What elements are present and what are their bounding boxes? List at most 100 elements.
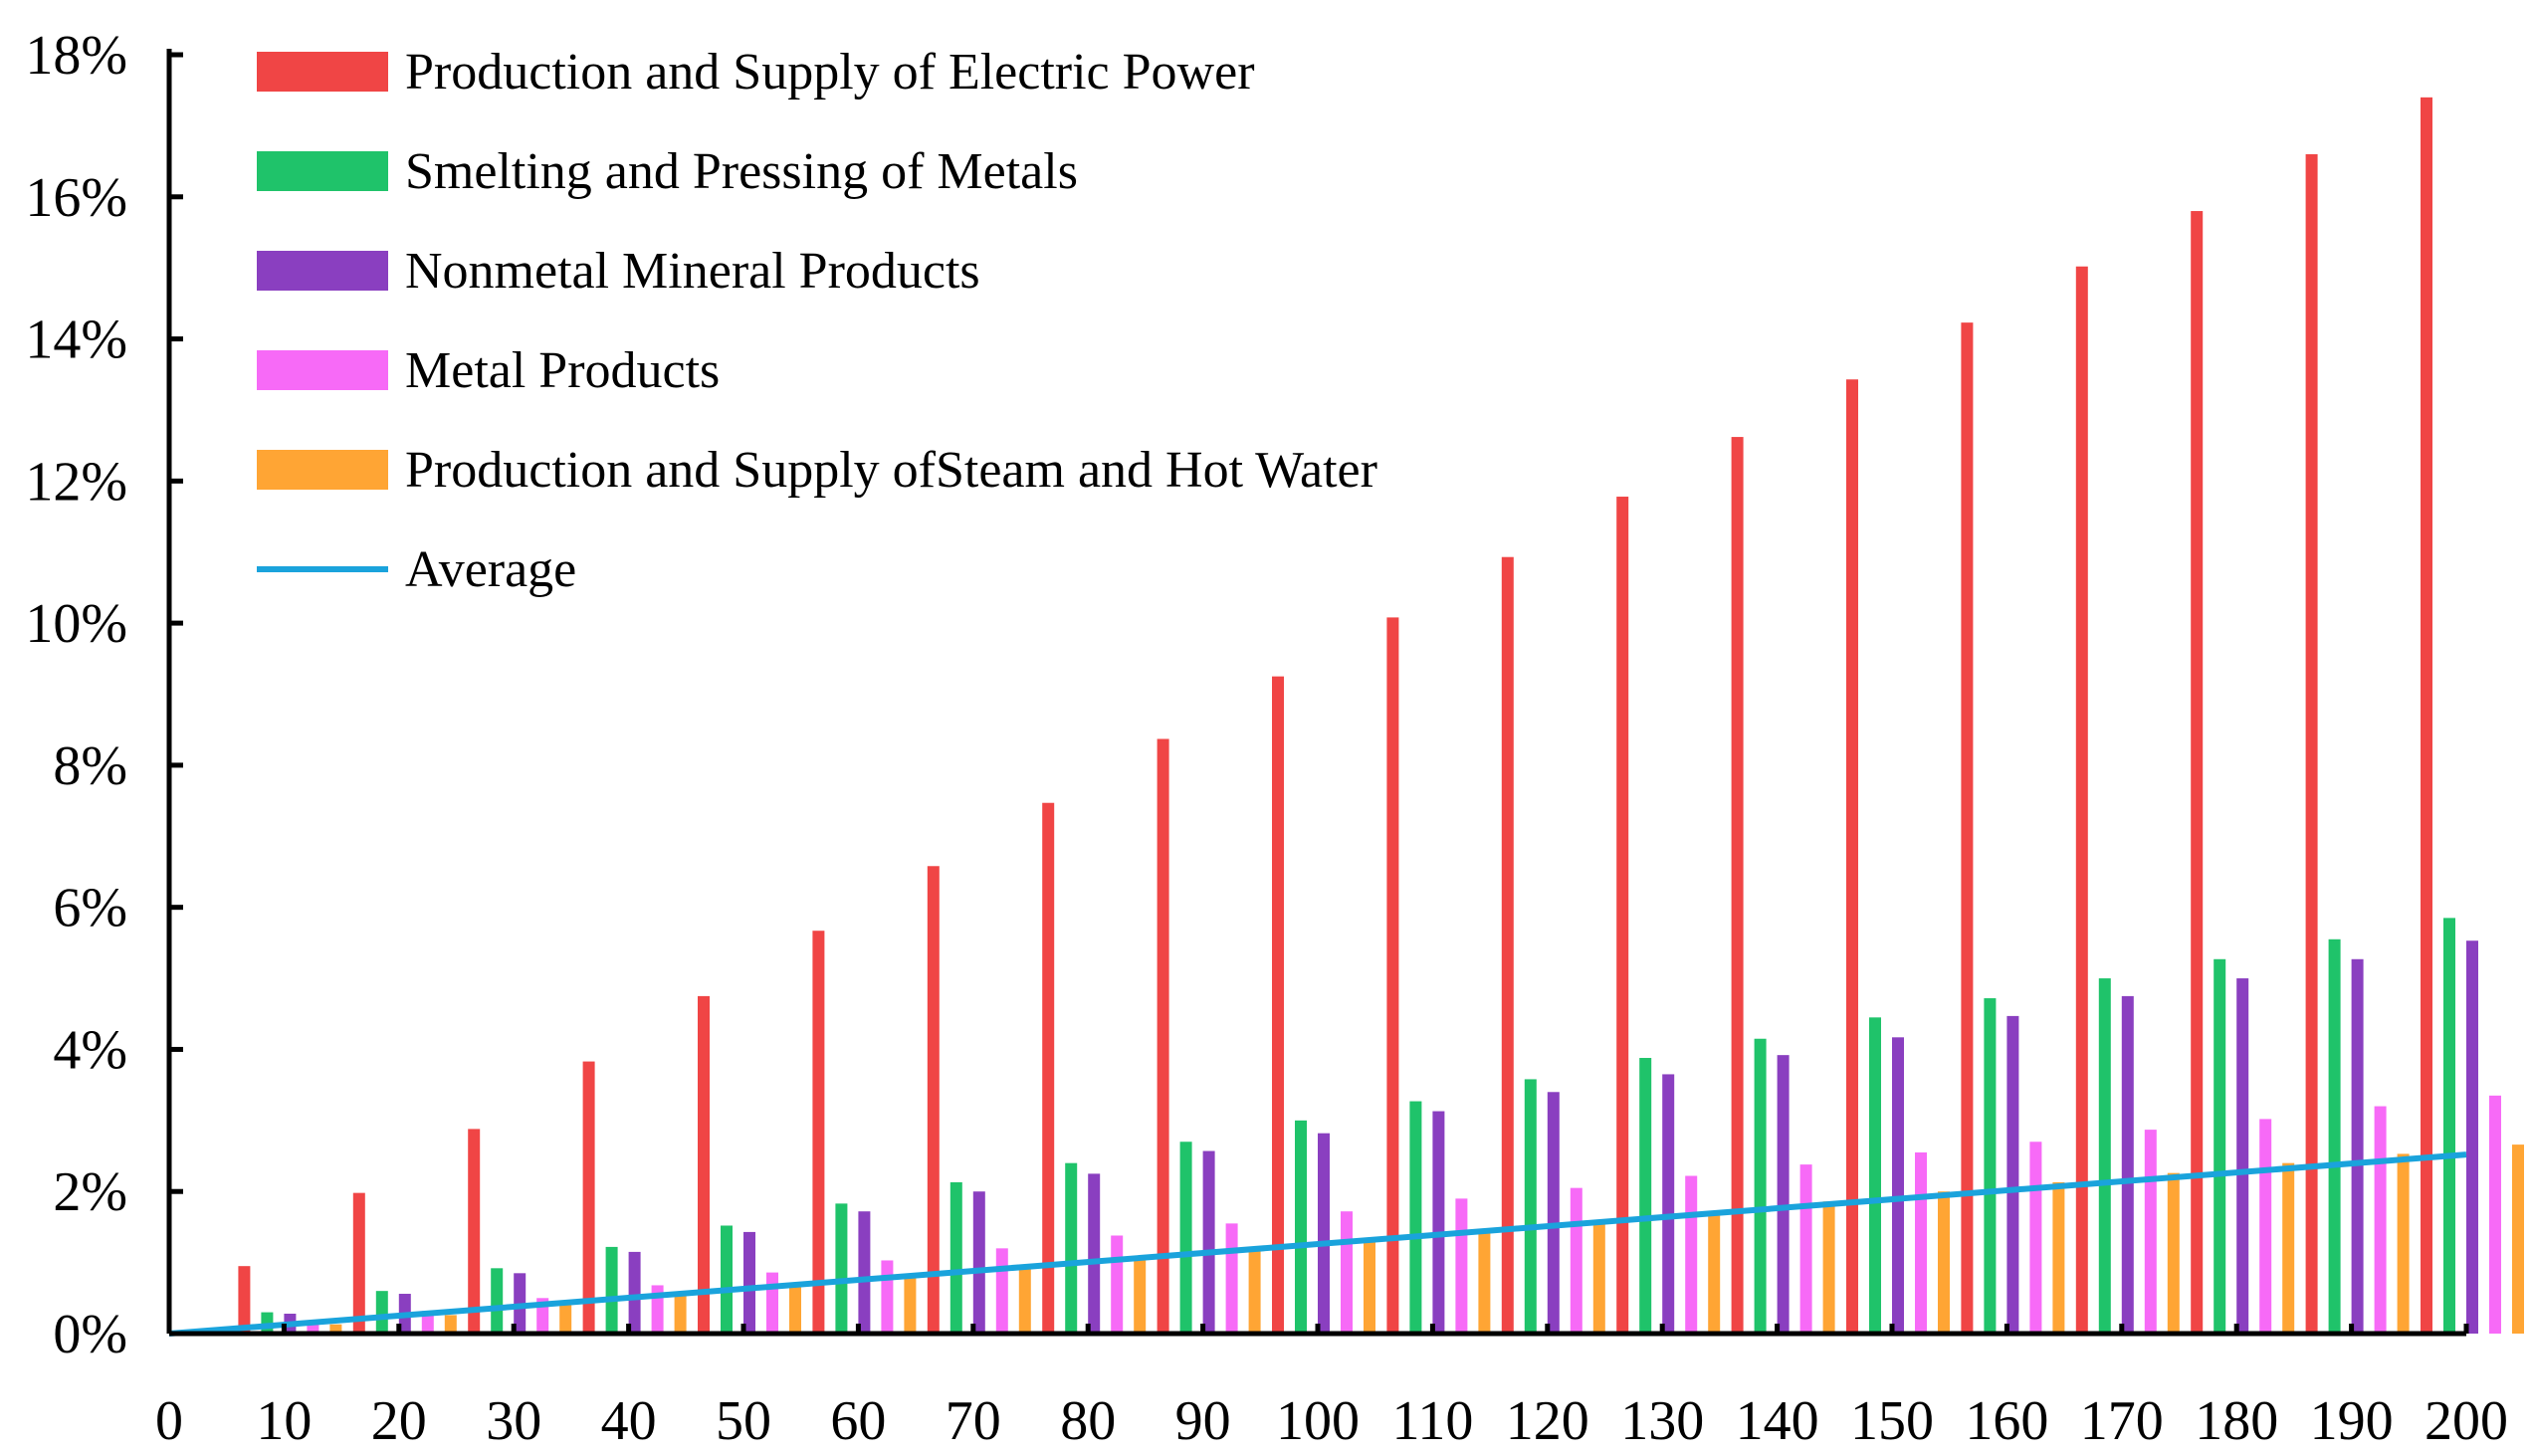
bar-metal-products xyxy=(1570,1187,1582,1334)
bar-production-and-supply-of-electric-power xyxy=(2305,153,2318,1334)
bar-smelting-and-pressing-of-metals xyxy=(2098,978,2111,1334)
bar-nonmetal-mineral-products xyxy=(2466,940,2478,1334)
bar-production-and-supply-ofsteam-and-hot-water xyxy=(1592,1219,1605,1334)
y-tick-label: 10% xyxy=(25,593,127,655)
bar-metal-products xyxy=(1799,1164,1812,1334)
bar-production-and-supply-ofsteam-and-hot-water xyxy=(2282,1162,2295,1334)
bar-nonmetal-mineral-products xyxy=(972,1191,985,1334)
bar-production-and-supply-ofsteam-and-hot-water xyxy=(1248,1248,1261,1334)
bar-metal-products xyxy=(2489,1095,2501,1334)
x-tick-label: 190 xyxy=(2310,1390,2394,1452)
legend-swatch-nonmetal-mineral-products xyxy=(257,251,388,291)
legend-label: Production and Supply of Electric Power xyxy=(405,44,1255,101)
legend: Production and Supply of Electric Power S… xyxy=(257,44,1377,598)
bar-smelting-and-pressing-of-metals xyxy=(1524,1079,1537,1334)
bar-production-and-supply-ofsteam-and-hot-water xyxy=(789,1286,801,1334)
bar-production-and-supply-of-electric-power xyxy=(468,1129,481,1334)
bar-metal-products xyxy=(1455,1198,1468,1334)
x-tick-label: 160 xyxy=(1965,1390,2048,1452)
x-tick-label: 150 xyxy=(1850,1390,1934,1452)
legend-label: Nonmetal Mineral Products xyxy=(405,243,980,300)
bar-production-and-supply-of-electric-power xyxy=(1846,379,1858,1335)
bar-metal-products xyxy=(307,1322,319,1334)
bar-production-and-supply-ofsteam-and-hot-water xyxy=(559,1305,572,1334)
bar-metal-products xyxy=(995,1248,1008,1334)
bar-production-and-supply-of-electric-power xyxy=(812,931,825,1334)
y-tick-label: 6% xyxy=(53,878,127,939)
bar-production-and-supply-of-electric-power xyxy=(1272,676,1284,1334)
y-tick-label: 2% xyxy=(53,1161,127,1223)
bar-smelting-and-pressing-of-metals xyxy=(1869,1017,1881,1334)
bar-nonmetal-mineral-products xyxy=(2121,995,2134,1334)
bar-production-and-supply-ofsteam-and-hot-water xyxy=(1708,1210,1721,1334)
bar-smelting-and-pressing-of-metals xyxy=(1295,1120,1307,1334)
bar-production-and-supply-ofsteam-and-hot-water xyxy=(444,1315,457,1334)
bar-nonmetal-mineral-products xyxy=(2236,978,2249,1334)
bar-nonmetal-mineral-products xyxy=(1777,1055,1790,1334)
bar-nonmetal-mineral-products xyxy=(743,1231,755,1334)
legend-label: Metal Products xyxy=(405,342,720,399)
bar-smelting-and-pressing-of-metals xyxy=(1065,1162,1078,1334)
x-tick-label: 40 xyxy=(601,1390,657,1452)
bar-production-and-supply-of-electric-power xyxy=(927,866,940,1334)
bar-production-and-supply-of-electric-power xyxy=(2421,97,2432,1334)
bar-smelting-and-pressing-of-metals xyxy=(2214,958,2226,1334)
bar-metal-products xyxy=(2259,1119,2272,1334)
y-tick-label: 4% xyxy=(53,1019,127,1081)
bar-production-and-supply-of-electric-power xyxy=(1731,437,1744,1334)
bar-nonmetal-mineral-products xyxy=(1432,1111,1445,1334)
bar-production-and-supply-of-electric-power xyxy=(1501,556,1514,1334)
bar-smelting-and-pressing-of-metals xyxy=(1984,998,1997,1334)
bar-smelting-and-pressing-of-metals xyxy=(835,1203,848,1334)
bar-metal-products xyxy=(2374,1106,2387,1334)
bar-production-and-supply-of-electric-power xyxy=(2191,211,2204,1335)
bar-nonmetal-mineral-products xyxy=(858,1211,871,1334)
x-tick-label: 110 xyxy=(1391,1390,1473,1452)
bar-production-and-supply-ofsteam-and-hot-water xyxy=(2052,1181,2065,1334)
bar-production-and-supply-of-electric-power xyxy=(352,1192,365,1334)
bar-smelting-and-pressing-of-metals xyxy=(2328,938,2341,1334)
bar-nonmetal-mineral-products xyxy=(628,1251,641,1334)
legend-label: Average xyxy=(405,541,576,598)
bar-nonmetal-mineral-products xyxy=(1662,1074,1675,1334)
x-tick-label: 70 xyxy=(946,1390,1001,1452)
bar-production-and-supply-ofsteam-and-hot-water xyxy=(1364,1239,1375,1334)
bar-metal-products xyxy=(2029,1142,2042,1334)
bar-production-and-supply-ofsteam-and-hot-water xyxy=(904,1276,917,1334)
legend-label: Production and Supply ofSteam and Hot Wa… xyxy=(405,442,1377,499)
bar-metal-products xyxy=(1341,1211,1353,1334)
legend-swatch-metal-products xyxy=(257,350,388,390)
x-tick-label: 30 xyxy=(486,1390,541,1452)
bar-nonmetal-mineral-products xyxy=(2006,1015,2019,1334)
bar-nonmetal-mineral-products xyxy=(1547,1092,1560,1334)
bar-production-and-supply-of-electric-power xyxy=(1042,802,1055,1334)
x-tick-label: 170 xyxy=(2080,1390,2164,1452)
bar-production-and-supply-ofsteam-and-hot-water xyxy=(674,1296,687,1334)
bar-nonmetal-mineral-products xyxy=(2351,958,2364,1334)
bar-production-and-supply-ofsteam-and-hot-water xyxy=(2512,1144,2524,1334)
bar-smelting-and-pressing-of-metals xyxy=(2443,918,2455,1334)
bar-production-and-supply-of-electric-power xyxy=(582,1061,595,1334)
bar-production-and-supply-of-electric-power xyxy=(2075,266,2088,1334)
bar-metal-products xyxy=(1685,1175,1698,1334)
bar-nonmetal-mineral-products xyxy=(1088,1173,1101,1334)
bar-metal-products xyxy=(766,1272,778,1334)
bar-smelting-and-pressing-of-metals xyxy=(491,1268,504,1334)
bar-metal-products xyxy=(881,1260,894,1334)
x-tick-label: 20 xyxy=(371,1390,427,1452)
bar-production-and-supply-of-electric-power xyxy=(1386,617,1399,1334)
bar-smelting-and-pressing-of-metals xyxy=(1639,1058,1652,1334)
y-ticks: 0% 2% 4% 6% 8% 10% 12% 14% 16% 18% xyxy=(25,25,183,1365)
bar-smelting-and-pressing-of-metals xyxy=(949,1181,962,1334)
bar-production-and-supply-of-electric-power xyxy=(238,1266,251,1334)
bar-production-and-supply-ofsteam-and-hot-water xyxy=(1134,1257,1147,1334)
y-tick-label: 12% xyxy=(25,451,127,513)
x-tick-label: 0 xyxy=(155,1390,183,1452)
bar-production-and-supply-of-electric-power xyxy=(1157,738,1169,1334)
x-tick-label: 10 xyxy=(256,1390,312,1452)
bar-production-and-supply-ofsteam-and-hot-water xyxy=(1822,1201,1835,1334)
x-tick-label: 180 xyxy=(2195,1390,2278,1452)
y-tick-label: 16% xyxy=(25,167,127,229)
bar-metal-products xyxy=(1225,1223,1238,1334)
